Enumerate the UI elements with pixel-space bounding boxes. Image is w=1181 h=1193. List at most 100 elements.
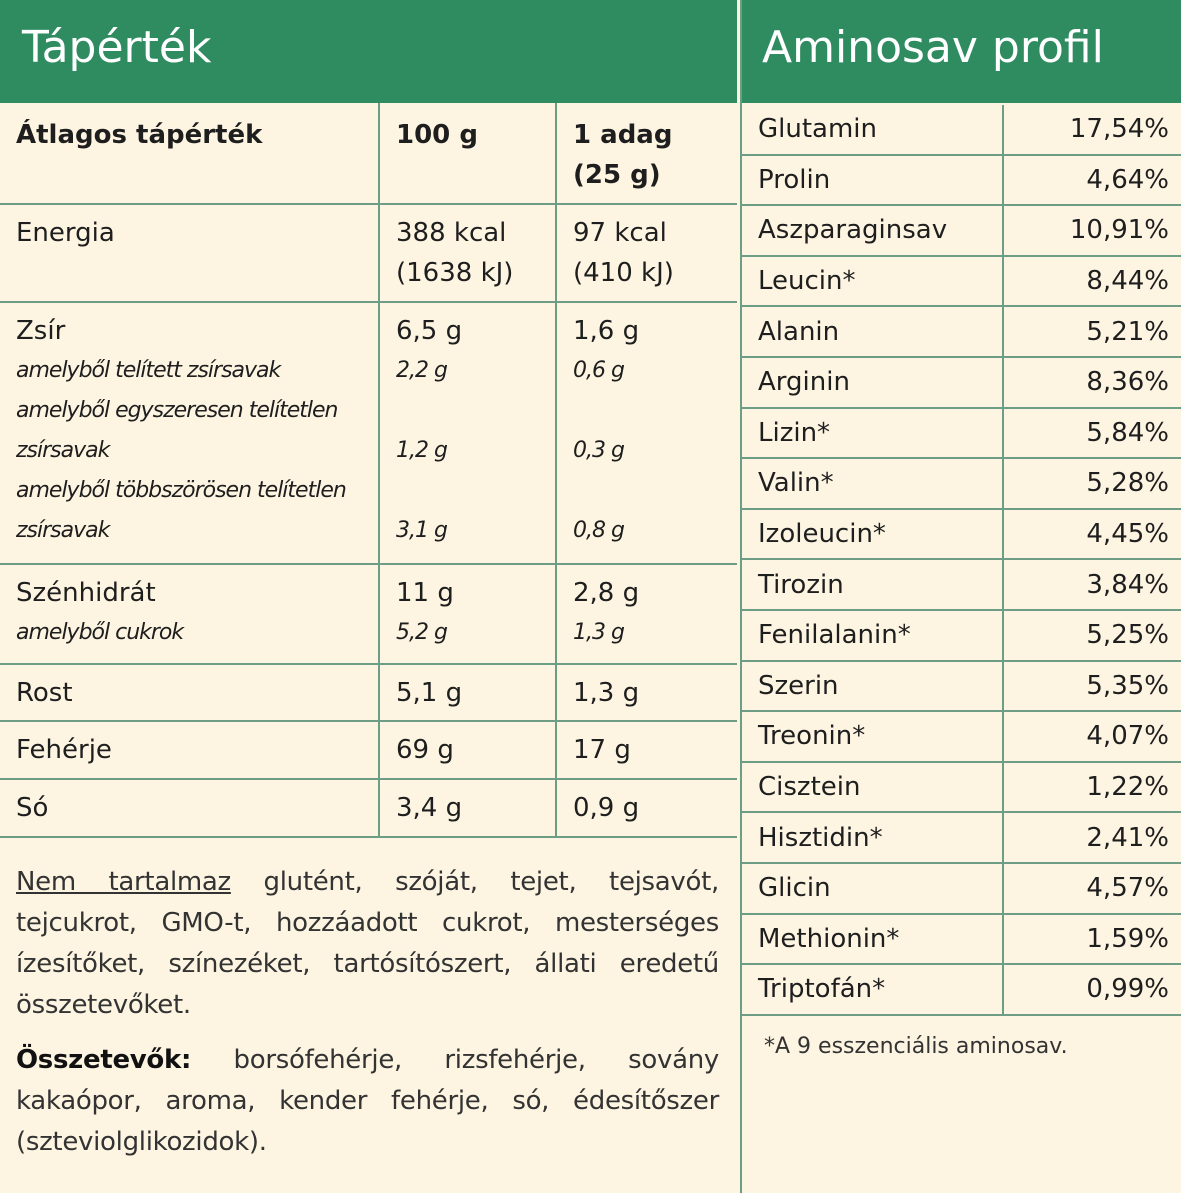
- value: 0,3 g: [573, 391, 723, 471]
- label: amelyből cukrok: [16, 613, 364, 653]
- value-text: 5,2 g: [396, 620, 448, 645]
- value-text: 5,1 g: [396, 678, 463, 708]
- free-from: Nem tartalmaz glutént, szóját, tejet, te…: [16, 862, 719, 1026]
- label: Szénhidrát: [16, 573, 364, 613]
- amino-row: Hisztidin* 2,41%: [742, 813, 1181, 864]
- label-text: Fehérje: [16, 735, 112, 765]
- amino-name: Valin*: [742, 459, 1004, 508]
- label: amelyből telített zsírsavak: [16, 351, 364, 391]
- spacer: [396, 471, 541, 511]
- table-row: Fehérje 69 g 17 g: [0, 722, 737, 780]
- table-cell: Szénhidrát amelyből cukrok: [0, 565, 380, 663]
- label: Energia: [16, 213, 364, 253]
- header-row: Átlagos tápérték 100 g 1 adag (25 g): [0, 103, 737, 205]
- amino-value: 2,41%: [1086, 822, 1169, 853]
- table-cell: Energia: [0, 205, 380, 301]
- table-row: Szénhidrát amelyből cukrok 11 g 5,2 g 2,8 g 1…: [0, 565, 737, 665]
- table-row: Zsír amelyből telített zsírsavak amelyből …: [0, 303, 737, 565]
- value: 1,3 g: [573, 673, 723, 713]
- amino-name: Izoleucin*: [742, 509, 1004, 559]
- amino-row: Aszparaginsav 10,91%: [742, 206, 1181, 257]
- amino-value: 4,07%: [1086, 721, 1169, 752]
- label: Fehérje: [16, 730, 364, 770]
- amino-row: Alanin 5,21%: [742, 307, 1181, 358]
- amino-name: Hisztidin*: [742, 813, 1004, 862]
- value-text: 1,2 g: [396, 438, 448, 463]
- nutrition-table: Átlagos tápérték 100 g 1 adag (25 g) Energia…: [0, 103, 737, 838]
- header-cell: 100 g: [380, 103, 557, 203]
- amino-name: Prolin: [742, 155, 1004, 205]
- value: 1,3 g: [573, 613, 723, 653]
- value-text: 2,2 g: [396, 358, 448, 383]
- spacer: [396, 391, 541, 431]
- amino-name: Aszparaginsav: [742, 206, 1004, 255]
- amino-value: 5,28%: [1086, 468, 1169, 499]
- amino-row: Arginin 8,36%: [742, 357, 1181, 409]
- amino-name: Fenilalanin*: [742, 610, 1004, 660]
- amino-row: Methionin* 1,59%: [742, 914, 1181, 966]
- value: 6,5 g: [396, 311, 541, 351]
- amino-name: Glutamin: [742, 105, 1004, 154]
- notes: Nem tartalmaz glutént, szóját, tejet, te…: [0, 838, 737, 1163]
- value-text: 1,3 g: [573, 678, 640, 708]
- value: 2,2 g: [396, 351, 541, 391]
- value-text: (410 kJ): [573, 258, 674, 288]
- amino-row: Lizin* 5,84%: [742, 408, 1181, 460]
- amino-value: 4,45%: [1086, 519, 1169, 550]
- value-text: 388 kcal: [396, 218, 507, 248]
- header-cell: 1 adag (25 g): [557, 103, 737, 203]
- table-cell: 0,9 g: [557, 780, 737, 836]
- amino-row: Cisztein 1,22%: [742, 762, 1181, 814]
- table-cell: 69 g: [380, 722, 557, 778]
- table-cell: 11 g 5,2 g: [380, 565, 557, 663]
- amino-name: Methionin*: [742, 914, 1004, 964]
- value: 0,9 g: [573, 788, 723, 828]
- nutrition-title: Tápérték: [0, 0, 737, 103]
- header-text: 1 adag: [573, 120, 673, 150]
- amino-name: Tirozin: [742, 560, 1004, 609]
- value-text: 97 kcal: [573, 218, 667, 248]
- value: 11 g: [396, 573, 541, 613]
- value: 5,1 g: [396, 673, 541, 713]
- amino-row: Fenilalanin* 5,25%: [742, 610, 1181, 662]
- amino-value: 17,54%: [1069, 114, 1169, 145]
- value-text: 2,8 g: [573, 578, 640, 608]
- table-cell: Fehérje: [0, 722, 380, 778]
- table-cell: 1,3 g: [557, 665, 737, 720]
- amino-name: Glicin: [742, 863, 1004, 913]
- amino-name: Lizin*: [742, 408, 1004, 458]
- label-text: Zsír: [16, 316, 66, 346]
- header-cell: Átlagos tápérték: [0, 103, 380, 203]
- label-text: amelyből többszörösen telítetlen: [16, 478, 347, 503]
- label: amelyből többszörösen telítetlen zsírsava…: [16, 471, 364, 551]
- label: amelyből egyszeresen telítetlen zsírsavak: [16, 391, 364, 471]
- amino-name: Treonin*: [742, 712, 1004, 761]
- ingredients-text: borsófehérje, rizsfehérje, sovány kakaóp…: [16, 1045, 719, 1157]
- value-text: 6,5 g: [396, 316, 463, 346]
- value-text: 0,6 g: [573, 358, 625, 383]
- free-from-lead: Nem tartalmaz: [16, 867, 231, 897]
- value-text: 3,4 g: [396, 793, 463, 823]
- value: 1,6 g: [573, 311, 723, 351]
- ingredients: Összetevők: borsófehérje, rizsfehérje, s…: [16, 1040, 719, 1163]
- value-text: 0,3 g: [573, 438, 625, 463]
- value: 3,1 g: [396, 471, 541, 551]
- table-cell: Só: [0, 780, 380, 836]
- label-text: Rost: [16, 678, 73, 708]
- ingredients-lead: Összetevők:: [16, 1045, 192, 1075]
- amino-row: Treonin* 4,07%: [742, 712, 1181, 763]
- value: 97 kcal (410 kJ): [573, 213, 723, 293]
- amino-row: Szerin 5,35%: [742, 661, 1181, 713]
- amino-row: Izoleucin* 4,45%: [742, 509, 1181, 561]
- amino-value: 1,22%: [1086, 772, 1169, 803]
- value: 17 g: [573, 730, 723, 770]
- amino-row: Valin* 5,28%: [742, 459, 1181, 510]
- amino-value: 0,99%: [1086, 974, 1169, 1005]
- table-cell: 1,6 g 0,6 g 0,3 g 0,8 g: [557, 303, 737, 563]
- table-cell: 3,4 g: [380, 780, 557, 836]
- amino-name: Szerin: [742, 661, 1004, 711]
- amino-name: Arginin: [742, 357, 1004, 407]
- footnote: *A 9 esszenciális aminosav.: [764, 1033, 1068, 1059]
- table-cell: 5,1 g: [380, 665, 557, 720]
- amino-value: 4,64%: [1086, 164, 1169, 195]
